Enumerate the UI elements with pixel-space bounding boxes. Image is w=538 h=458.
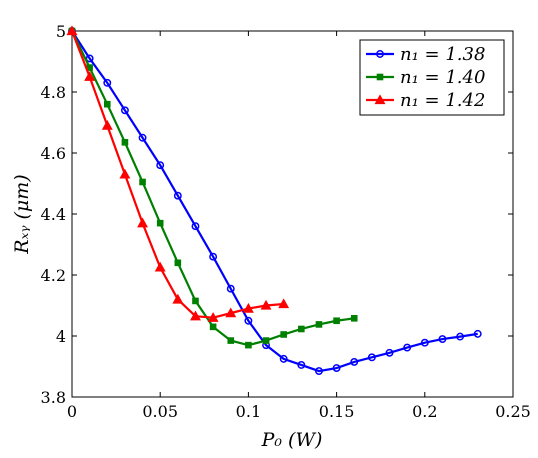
legend-entry-1: n₁ = 1.38 (366, 44, 485, 65)
data-point (244, 316, 253, 325)
data-point (119, 168, 131, 179)
data-point (156, 219, 164, 227)
data-point (350, 315, 358, 322)
series-3 (66, 25, 290, 322)
data-point (385, 348, 394, 357)
legend-label: n₁ = 1.38 (400, 44, 485, 65)
data-point (192, 297, 199, 305)
data-point (173, 191, 182, 200)
data-point (66, 25, 78, 36)
legend-marker (376, 50, 384, 58)
data-point (120, 106, 129, 115)
data-point (226, 284, 235, 293)
data-point (137, 217, 149, 228)
data-point (438, 335, 447, 343)
y-tick-label: 4.8 (41, 83, 66, 102)
legend-entry-3: n₁ = 1.42 (366, 90, 485, 111)
data-point (121, 139, 129, 146)
data-point (278, 298, 290, 309)
data-point (172, 293, 184, 304)
y-axis-label: Rₓᵧ (μm) (11, 174, 33, 254)
data-point (84, 71, 96, 81)
data-point (333, 317, 340, 325)
data-point (101, 119, 113, 130)
data-point (473, 329, 482, 338)
data-point (225, 307, 237, 318)
data-point (138, 133, 147, 142)
data-point (154, 261, 166, 272)
legend-label: n₁ = 1.42 (400, 90, 485, 111)
data-point (456, 332, 465, 341)
x-tick-label: 0.15 (319, 402, 355, 421)
data-point (227, 337, 235, 344)
series-2 (68, 27, 358, 349)
legend-label: n₁ = 1.40 (400, 67, 485, 88)
data-point (242, 302, 254, 313)
legend-marker (374, 94, 386, 105)
legend-marker (376, 73, 384, 81)
data-point (279, 354, 288, 363)
data-point (350, 357, 359, 366)
data-point (209, 323, 217, 331)
data-point (209, 252, 218, 261)
data-point (315, 367, 323, 376)
y-tick-label: 4.4 (41, 205, 66, 224)
data-point (174, 259, 182, 267)
data-point (207, 312, 219, 322)
y-tick-label: 3.8 (41, 388, 66, 407)
data-point (315, 321, 323, 328)
data-point (260, 299, 272, 310)
data-point (297, 361, 306, 369)
x-tick-label: 0.05 (142, 402, 178, 421)
data-point (245, 341, 252, 349)
x-axis-label: P₀ (W) (261, 429, 323, 451)
y-tick-label: 4 (56, 327, 66, 346)
x-tick-label: 0.25 (495, 402, 531, 421)
x-tick-label: 0.2 (412, 402, 437, 421)
y-tick-label: 5 (56, 22, 66, 41)
data-point (298, 325, 305, 333)
data-point (190, 310, 201, 321)
data-point (367, 353, 376, 362)
data-point (332, 364, 341, 372)
y-tick-label: 4.2 (41, 266, 66, 285)
data-point (403, 343, 412, 352)
legend-entry-2: n₁ = 1.40 (366, 67, 485, 88)
series-layer (66, 25, 482, 376)
data-point (103, 78, 112, 87)
data-point (191, 222, 200, 231)
data-point (280, 331, 287, 338)
data-point (139, 178, 146, 186)
data-point (156, 161, 165, 170)
x-tick-label: 0.1 (236, 402, 261, 421)
x-tick-labels: 0 0.05 0.1 0.15 0.2 0.25 (67, 402, 531, 421)
data-point (420, 338, 429, 347)
x-tick-label: 0 (67, 402, 77, 421)
data-point (262, 337, 270, 344)
y-tick-labels: 3.8 4 4.2 4.4 4.6 4.8 5 (41, 22, 66, 407)
data-point (103, 100, 111, 108)
y-tick-label: 4.6 (41, 144, 66, 163)
